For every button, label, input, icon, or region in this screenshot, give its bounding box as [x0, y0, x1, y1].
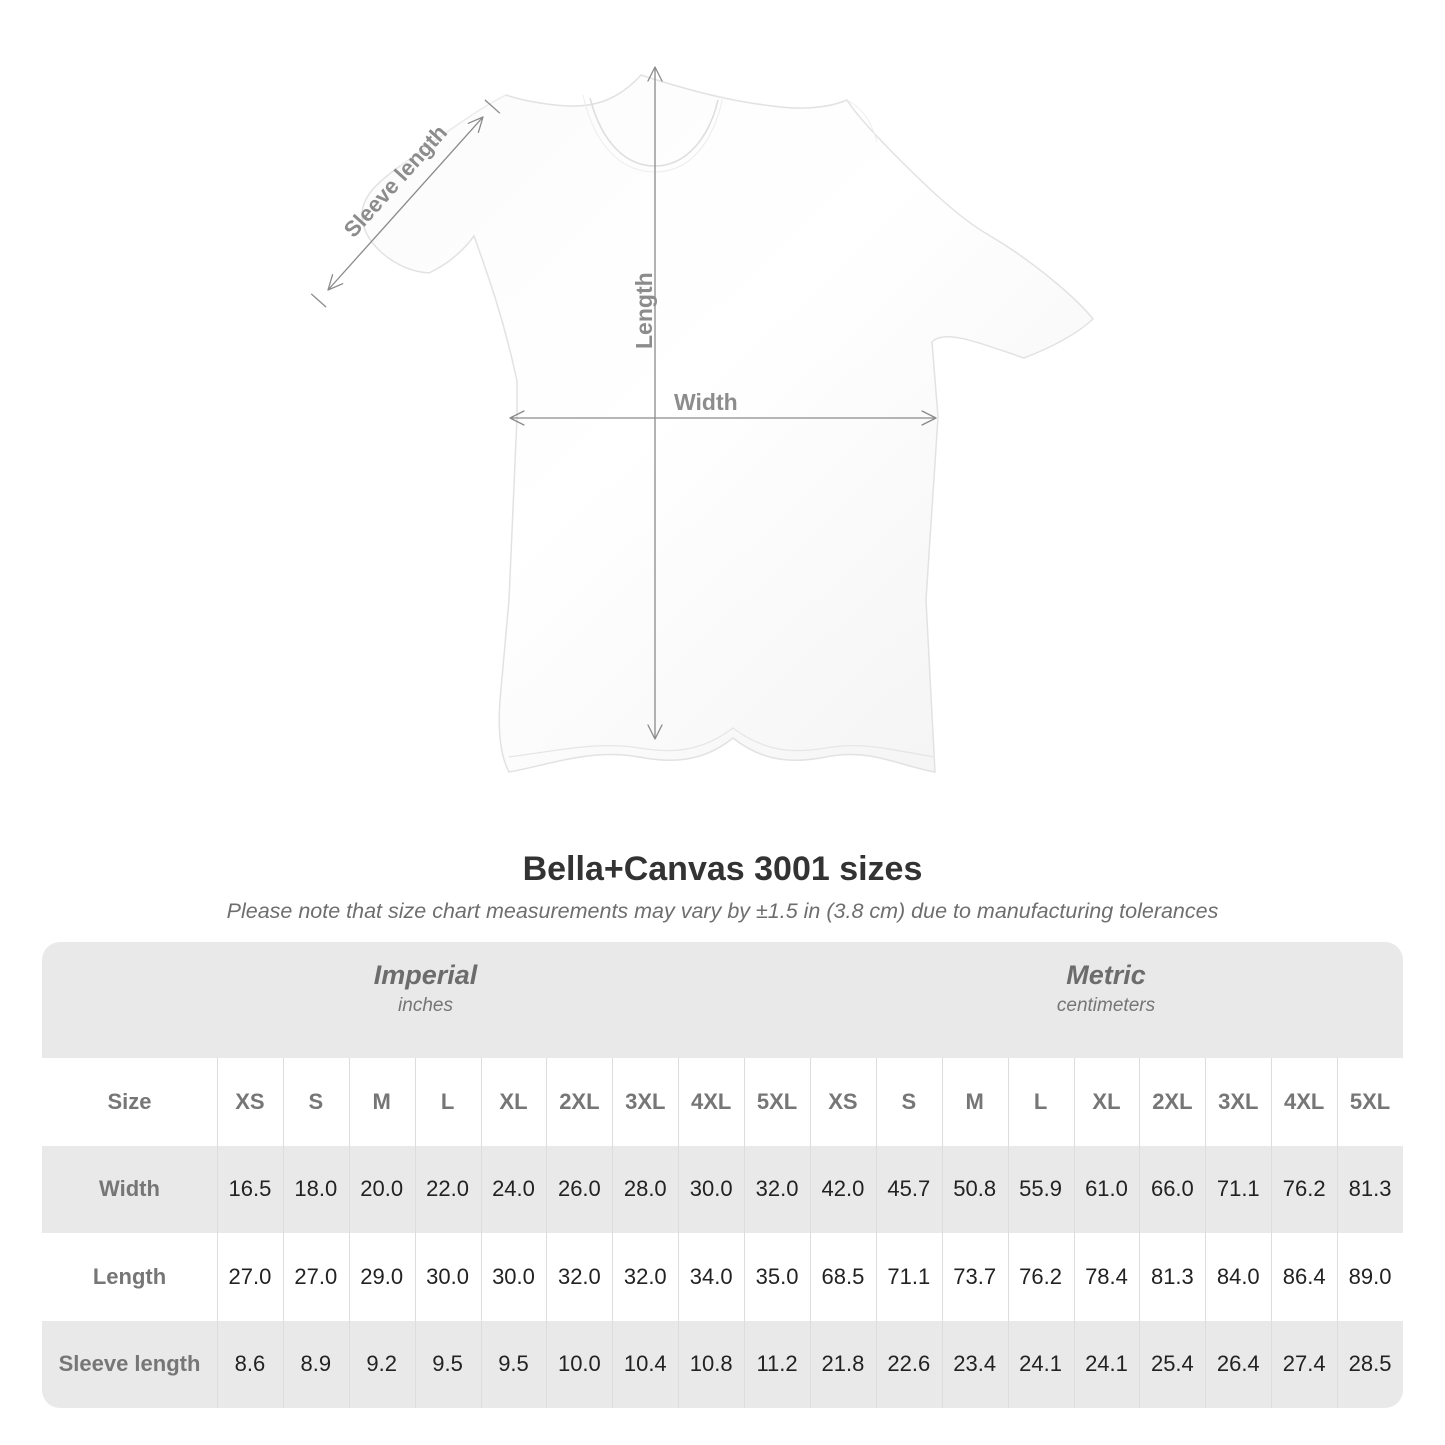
- svg-text:Width: Width: [674, 389, 738, 415]
- svg-text:Length: Length: [631, 272, 657, 349]
- svg-text:Sleeve length: Sleeve length: [339, 120, 452, 242]
